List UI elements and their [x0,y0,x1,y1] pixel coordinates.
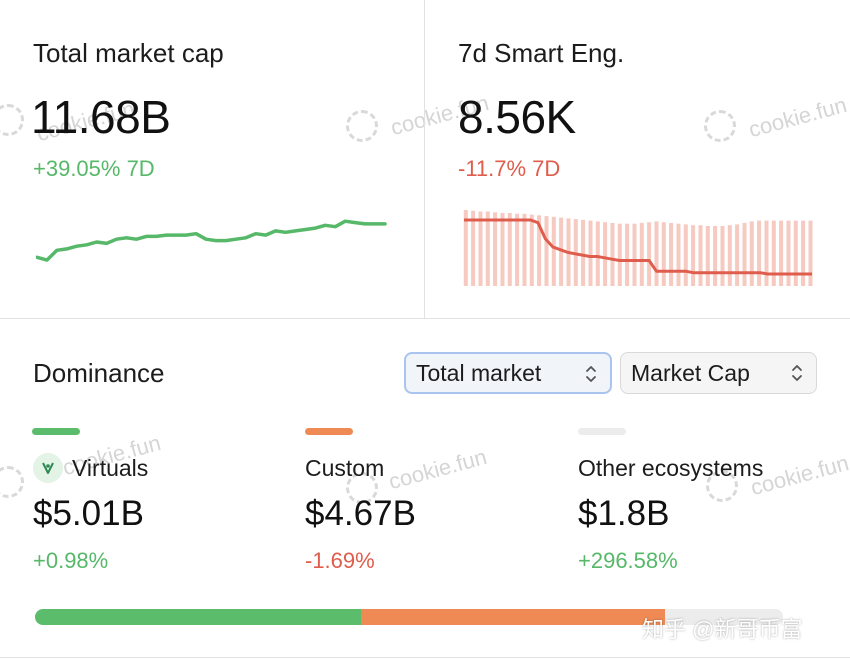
custom-value: $4.67B [305,494,416,533]
engagement-bar [507,213,512,286]
engagement-bar [720,226,725,286]
market-cap-change: +39.05% 7D [33,156,155,181]
other-share-segment [664,609,783,625]
watermark-logo [706,470,738,502]
market-cap-title: Total market cap [33,38,224,68]
smart-engagement-title: 7d Smart Eng. [458,38,625,68]
engagement-bar [581,219,586,286]
other-ecosystems-change: +296.58% [578,548,678,573]
engagement-bar [779,220,784,286]
chevron-updown-icon [586,366,596,382]
card-divider-vertical [424,0,425,318]
custom-change: -1.69% [305,548,375,573]
engagement-bar [713,226,718,286]
custom-legend-bar [305,428,353,435]
chevron-updown-icon [792,365,802,381]
engagement-bar [683,224,688,286]
engagement-bar [654,221,659,286]
engagement-bar [727,225,732,286]
smart-engagement-change: -11.7% 7D [458,156,561,181]
metric-select-label: Market Cap [631,359,750,386]
watermark-logo [704,110,736,142]
engagement-bar [735,224,740,286]
engagement-bar [515,213,520,286]
market-cap-line [36,219,387,262]
other-ecosystems-value: $1.8B [578,494,670,533]
dominance-title: Dominance [33,358,165,388]
engagement-bar [485,211,490,286]
engagement-bar [793,220,798,286]
virtuals-legend-bar [32,428,80,435]
engagement-bar [595,221,600,286]
bottom-divider [0,657,850,658]
virtuals-value: $5.01B [33,494,144,533]
market-cap-sparkline [36,219,387,262]
engagement-bar [771,220,776,286]
engagement-bar [610,222,615,286]
engagement-bar [639,222,644,286]
engagement-bar [463,210,468,286]
engagement-bar [500,213,505,286]
engagement-bar [757,220,762,286]
watermark-logo [0,104,24,136]
watermark-text: cookie.fun [386,444,490,495]
engagement-bar [669,222,674,286]
smart-engagement-line [464,218,812,276]
engagement-bar [632,223,637,286]
engagement-bar [559,217,564,286]
engagement-bar [471,210,476,286]
virtuals-label: Virtuals [72,455,149,481]
engagement-bar [529,214,534,286]
engagement-bar [749,221,754,286]
engagement-bar [478,211,483,286]
virtuals-logo-icon [33,453,63,483]
watermark-logo [346,110,378,142]
other-ecosystems-legend-bar [578,428,626,435]
metric-select[interactable]: Market Cap [620,352,817,394]
engagement-bar [493,212,498,286]
market-select-label: Total market [416,359,542,386]
virtuals-share-segment [35,609,362,625]
footer-watermark: 知乎 @新哥币富 [642,617,803,642]
market-cap-value: 11.68B [31,91,171,143]
market-cap-card: Total market cap 11.68B +39.05% 7D [0,0,424,318]
smart-engagement-value: 8.56K [458,91,576,143]
engagement-bar [537,215,542,286]
virtuals-change: +0.98% [33,548,109,573]
engagement-bar [522,213,527,286]
engagement-bar [801,220,806,286]
engagement-bar [742,222,747,286]
custom-share-segment [361,609,665,625]
engagement-bar [588,220,593,286]
smart-engagement-chart [463,210,813,286]
market-select[interactable]: Total market [404,352,612,394]
engagement-bar [551,216,556,286]
engagement-bar [647,222,652,286]
engagement-bar [625,223,630,286]
watermark-logo [346,472,378,504]
engagement-bar [698,225,703,286]
section-divider [0,318,850,319]
other-ecosystems-label: Other ecosystems [578,455,764,481]
engagement-bar [603,222,608,286]
engagement-bar [764,220,769,286]
engagement-bar [786,220,791,286]
engagement-bar [705,226,710,286]
engagement-bar [808,220,813,286]
custom-label: Custom [305,455,385,481]
engagement-bar [676,223,681,286]
smart-engagement-card: 7d Smart Eng. 8.56K -11.7% 7D [425,0,850,318]
dominance-stacked-bar [35,609,783,625]
engagement-bar [617,223,622,286]
engagement-bar [691,225,696,286]
engagement-bar [544,216,549,286]
watermark-logo [0,466,24,498]
engagement-bar [661,222,666,286]
